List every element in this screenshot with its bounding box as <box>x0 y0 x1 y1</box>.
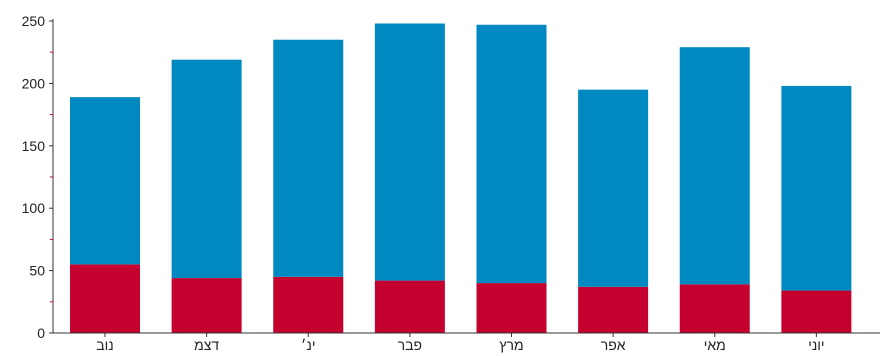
x-tick-label: מאי <box>704 337 726 353</box>
x-axis: נוב דצמ ינ׳ פבר מרץ אפר מאי יוני <box>53 332 880 353</box>
x-tick-label: יוני <box>808 337 824 353</box>
plot-area <box>70 23 852 333</box>
x-tick-label: ינ׳ <box>301 337 315 353</box>
bar-segment-bottom <box>273 276 344 333</box>
x-tick-label: מרץ <box>499 337 523 353</box>
bar-segment-bottom <box>476 283 547 333</box>
bar-segment-bottom <box>171 278 242 333</box>
bar-segment-top <box>578 89 649 287</box>
y-tick-label: 250 <box>22 13 46 29</box>
bar-segment-bottom <box>374 280 445 333</box>
bar-segment-bottom <box>679 284 750 333</box>
bar-segment-top <box>273 39 344 277</box>
bar-segment-bottom <box>70 264 140 333</box>
bar-segment-top <box>476 24 547 284</box>
y-tick-label: 50 <box>29 263 45 279</box>
x-tick-label: פבר <box>398 337 422 353</box>
bar-segment-top <box>70 97 140 265</box>
bar-segment-top <box>374 23 445 281</box>
bar-segment-top <box>781 85 852 291</box>
bar-segment-top <box>679 47 750 285</box>
y-tick-label: 200 <box>22 75 46 91</box>
y-axis: 0 50 100 150 200 250 <box>22 13 54 341</box>
bar-segment-top <box>171 59 242 279</box>
x-tick-label: אפר <box>601 337 626 353</box>
x-tick-label: נוב <box>96 337 113 353</box>
bar-segment-bottom <box>781 290 852 333</box>
x-tick-label: דצמ <box>194 337 219 353</box>
bar-segment-bottom <box>578 286 649 333</box>
y-tick-label: 150 <box>22 138 46 154</box>
y-tick-label: 0 <box>37 325 45 341</box>
y-tick-label: 100 <box>22 200 46 216</box>
